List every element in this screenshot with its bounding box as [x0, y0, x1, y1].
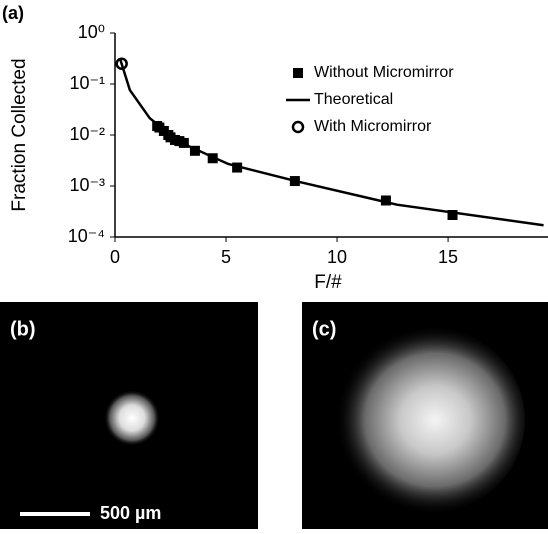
legend-marker: [293, 122, 303, 132]
y-tick-label: 10⁻²: [69, 124, 105, 144]
data-point: [179, 138, 189, 148]
spot-b: [104, 390, 160, 446]
y-tick-label: 10⁻³: [69, 175, 105, 195]
figure: (a) Fraction Collected F/# (b) 500 µm (c…: [0, 0, 548, 529]
y-tick-label: 10⁻¹: [69, 73, 105, 93]
panel-label: (a): [2, 3, 24, 23]
x-tick-label: 5: [221, 247, 231, 267]
data-point: [381, 195, 391, 205]
data-point: [190, 146, 200, 156]
x-axis-label: F/#: [314, 272, 342, 293]
y-tick-label: 10⁰: [78, 22, 105, 42]
legend-label: Theoretical: [314, 91, 393, 108]
scale-bar-label: 500 µm: [100, 503, 161, 523]
legend-label: With Micromirror: [314, 118, 432, 135]
data-point: [232, 163, 242, 173]
legend-marker: [293, 68, 303, 78]
spot-c: [325, 325, 525, 515]
data-point: [208, 153, 218, 163]
x-tick-label: 0: [110, 247, 120, 267]
data-point: [448, 210, 458, 220]
legend-label: Without Micromirror: [314, 64, 454, 81]
y-axis-label: Fraction Collected: [9, 58, 30, 211]
panel-label: (c): [312, 318, 336, 340]
panel-label: (b): [10, 318, 36, 340]
data-point: [290, 176, 300, 186]
x-tick-label: 15: [438, 247, 458, 267]
y-tick-label: 10⁻⁴: [68, 226, 105, 246]
x-tick-label: 10: [327, 247, 347, 267]
